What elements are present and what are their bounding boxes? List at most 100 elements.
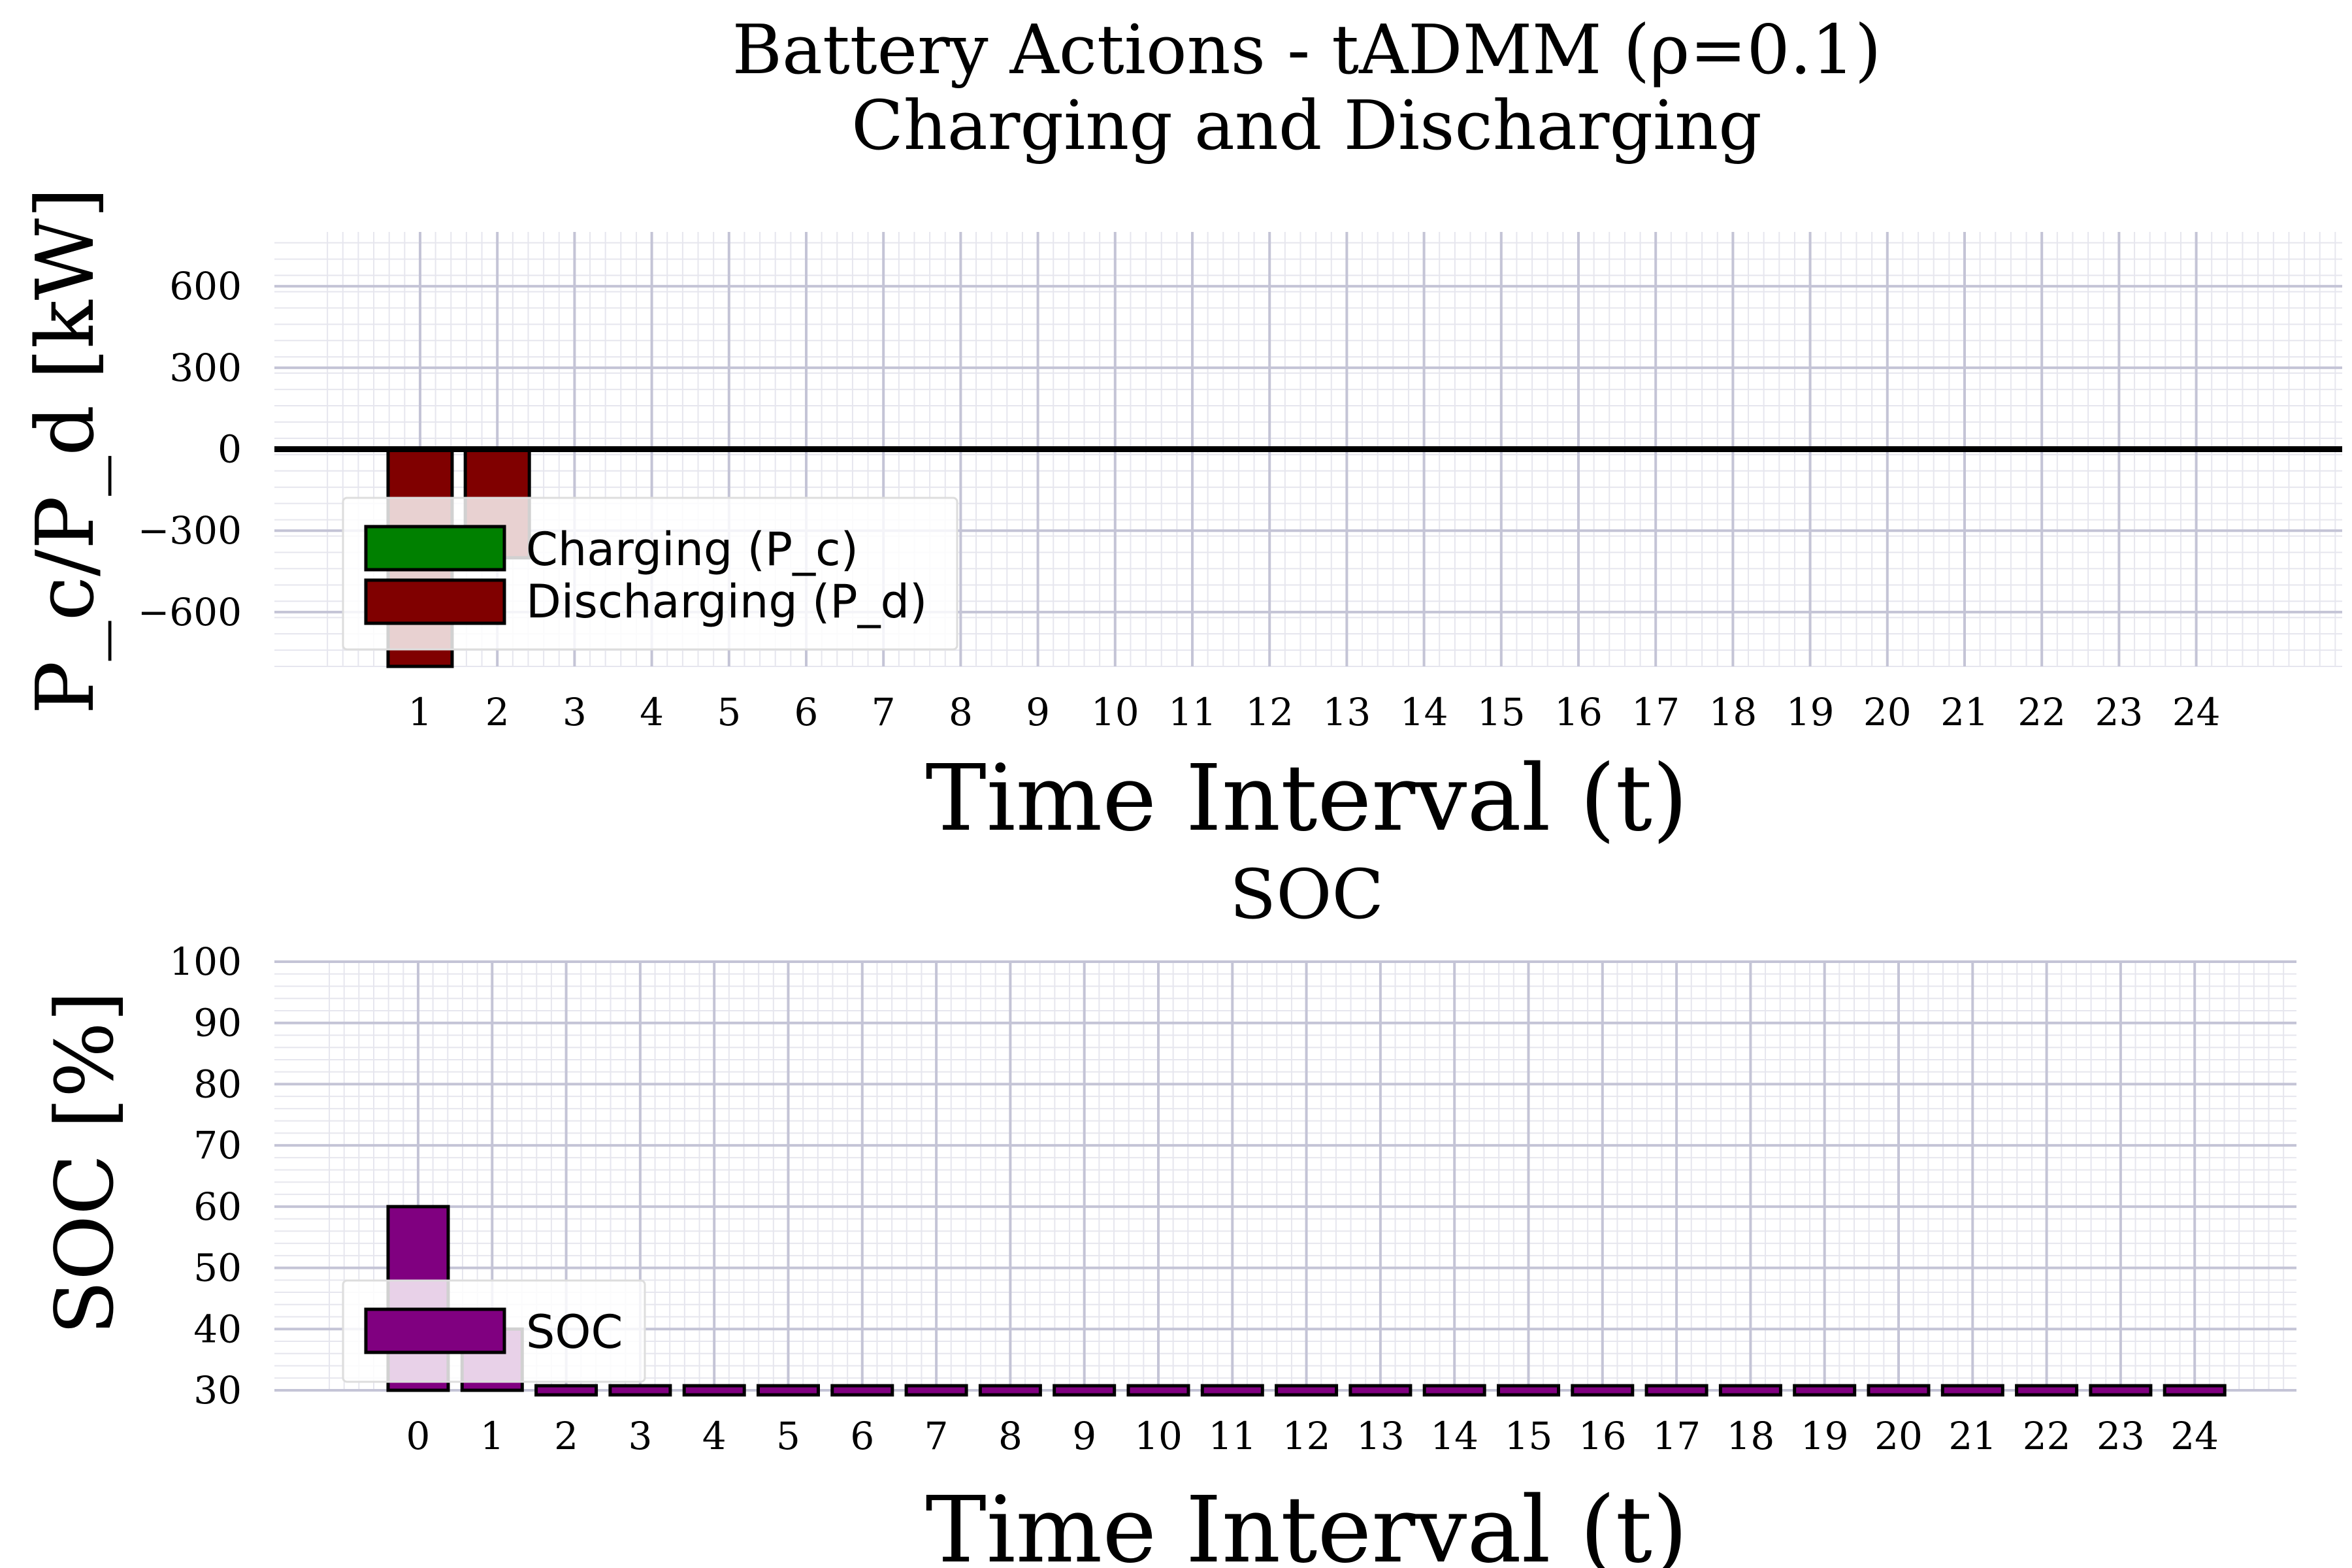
chart2-x-tick-label: 9 <box>1072 1414 1096 1458</box>
chart1-x-tick-label: 2 <box>485 690 510 734</box>
chart2-x-tick-label: 4 <box>702 1414 727 1458</box>
chart2-bar-soc-t5 <box>757 1384 820 1397</box>
chart2-x-tick-label: 7 <box>924 1414 949 1458</box>
chart2-y-ticks: 30 40 50 60 70 80 90 100 <box>169 939 242 1413</box>
chart2-x-tick-label: 3 <box>628 1414 652 1458</box>
chart1-x-tick-label: 22 <box>2017 690 2066 734</box>
legend-label-soc: SOC <box>526 1305 623 1359</box>
chart2-bar-soc-t18 <box>1718 1384 1782 1397</box>
chart2-bar-soc-t21 <box>1940 1384 2004 1397</box>
legend-label-charging: Charging (P_c) <box>526 523 858 576</box>
chart2-bar-soc-t3 <box>608 1384 672 1397</box>
chart1-y-tick-label: 300 <box>169 346 242 390</box>
chart1-x-tick-label: 6 <box>794 690 819 734</box>
chart2-x-tick-label: 8 <box>998 1414 1022 1458</box>
chart1-x-tick-label: 19 <box>1786 690 1835 734</box>
chart1-x-tick-label: 17 <box>1631 690 1680 734</box>
chart1-x-axis-label: Time Interval (t) <box>925 745 1688 852</box>
chart1-y-tick-label: 0 <box>218 427 242 472</box>
chart1-x-ticks: 1 2 3 4 5 6 7 8 9 10 11 12 13 14 15 16 17 18 19 20 21 22 23 24 <box>408 690 2221 734</box>
chart1-y-tick-label: −600 <box>138 590 242 634</box>
chart2-bar-soc-t13 <box>1348 1384 1413 1397</box>
chart2-bar-soc-t20 <box>1867 1384 1931 1397</box>
chart2-y-tick-label: 30 <box>193 1368 242 1413</box>
legend-swatch-soc <box>364 1307 506 1354</box>
chart1-x-tick-label: 4 <box>640 690 664 734</box>
chart2-x-tick-label: 23 <box>2097 1414 2145 1458</box>
chart2-x-tick-label: 14 <box>1430 1414 1478 1458</box>
chart2-x-tick-label: 16 <box>1578 1414 1627 1458</box>
chart2-y-axis-label: SOC [%] <box>39 991 131 1335</box>
chart1-x-tick-label: 21 <box>1940 690 1989 734</box>
chart2-bar-soc-t10 <box>1126 1384 1190 1397</box>
chart2-y-tick-label: 40 <box>193 1307 242 1351</box>
chart2-x-tick-label: 22 <box>2023 1414 2071 1458</box>
chart1-y-ticks: −600 −300 0 300 600 <box>138 264 242 634</box>
chart1-y-axis-label: P_c/P_d [kW] <box>19 188 112 715</box>
legend-label-discharging: Discharging (P_d) <box>526 575 927 629</box>
chart2-x-tick-label: 19 <box>1801 1414 1849 1458</box>
chart2-x-tick-label: 21 <box>1948 1414 1997 1458</box>
chart2-bar-soc-t11 <box>1200 1384 1264 1397</box>
chart2-y-tick-label: 50 <box>193 1246 242 1290</box>
chart1-x-tick-label: 9 <box>1026 690 1050 734</box>
chart1-y-tick-label: 600 <box>169 264 242 308</box>
chart2-y-tick-label: 90 <box>193 1001 242 1045</box>
chart1-x-tick-label: 14 <box>1400 690 1448 734</box>
chart1-x-tick-label: 7 <box>872 690 896 734</box>
chart1-x-tick-label: 8 <box>949 690 973 734</box>
chart2-bar-soc-t12 <box>1275 1384 1339 1397</box>
chart2-bar-soc-t23 <box>2089 1384 2153 1397</box>
chart1-x-tick-label: 3 <box>563 690 587 734</box>
chart2-bar-soc-t22 <box>2015 1384 2079 1397</box>
chart2-bar-soc-t24 <box>2163 1384 2227 1397</box>
chart2-y-tick-label: 60 <box>193 1184 242 1229</box>
chart1-x-tick-label: 23 <box>2095 690 2143 734</box>
chart2-y-tick-label: 70 <box>193 1123 242 1168</box>
chart2-x-tick-label: 12 <box>1282 1414 1331 1458</box>
chart1-x-tick-label: 20 <box>1863 690 1912 734</box>
chart2-x-tick-label: 2 <box>554 1414 578 1458</box>
chart1-title: Charging and Discharging <box>851 86 1762 165</box>
chart1-x-tick-label: 15 <box>1477 690 1526 734</box>
chart2-bar-soc-t2 <box>534 1384 598 1397</box>
chart1-legend: Charging (P_c) Discharging (P_d) <box>342 497 958 651</box>
chart2-y-tick-label: 80 <box>193 1062 242 1106</box>
chart1-x-tick-label: 24 <box>2172 690 2221 734</box>
chart2-title: SOC <box>1230 855 1384 934</box>
chart2-x-tick-label: 20 <box>1874 1414 1923 1458</box>
chart1-x-tick-label: 10 <box>1091 690 1139 734</box>
chart2-bar-soc-t16 <box>1571 1384 1635 1397</box>
chart2-bar-soc-t4 <box>682 1384 746 1397</box>
chart1-x-tick-label: 12 <box>1245 690 1294 734</box>
chart2-bar-soc-t17 <box>1644 1384 1708 1397</box>
chart2-x-tick-label: 15 <box>1505 1414 1553 1458</box>
chart2-bar-soc-t19 <box>1793 1384 1857 1397</box>
chart2-x-tick-label: 11 <box>1208 1414 1256 1458</box>
chart1-x-tick-label: 5 <box>717 690 741 734</box>
chart2-x-ticks: 0 1 2 3 4 5 6 7 8 9 10 11 12 13 14 15 16 17 18 19 20 21 22 23 24 <box>406 1414 2219 1458</box>
chart2-x-tick-label: 1 <box>480 1414 504 1458</box>
chart2-x-tick-label: 0 <box>406 1414 431 1458</box>
chart2-legend: SOC <box>342 1279 646 1383</box>
chart2-bar-soc-t7 <box>904 1384 968 1397</box>
chart1-x-tick-label: 1 <box>408 690 433 734</box>
legend-swatch-charging <box>364 525 506 572</box>
chart2-x-tick-label: 10 <box>1134 1414 1183 1458</box>
chart2-x-tick-label: 13 <box>1356 1414 1405 1458</box>
chart2-x-tick-label: 6 <box>850 1414 874 1458</box>
chart1-x-tick-label: 11 <box>1168 690 1217 734</box>
chart1-y-tick-label: −300 <box>138 508 242 553</box>
chart2-y-tick-label: 100 <box>169 939 242 984</box>
legend-swatch-discharging <box>364 578 506 625</box>
chart2-bar-soc-t15 <box>1497 1384 1560 1397</box>
chart2-x-tick-label: 17 <box>1652 1414 1701 1458</box>
chart2-bar-soc-t14 <box>1422 1384 1486 1397</box>
chart2-bar-soc-t9 <box>1053 1384 1117 1397</box>
chart2-x-tick-label: 18 <box>1726 1414 1774 1458</box>
chart2-x-axis-label: Time Interval (t) <box>925 1477 1688 1568</box>
chart1-x-tick-label: 13 <box>1322 690 1371 734</box>
